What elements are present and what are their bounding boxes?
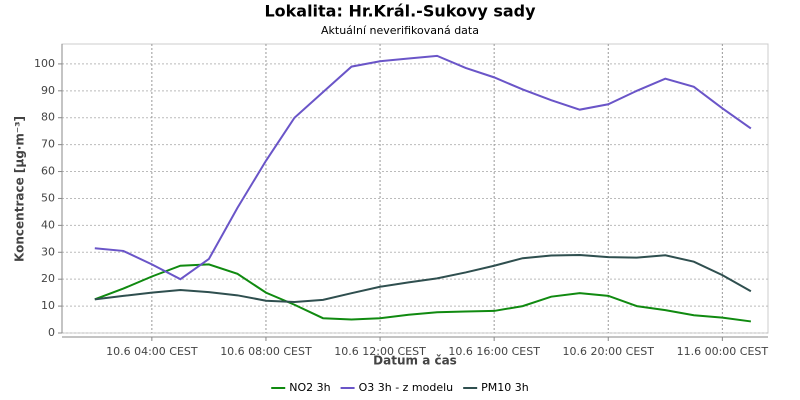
- legend-label: NO2 3h: [289, 381, 330, 394]
- x-tick-label: 10.6 16:00 CEST: [448, 345, 540, 358]
- x-tick-label: 10.6 04:00 CEST: [106, 345, 198, 358]
- y-tick-label: 50: [41, 191, 55, 204]
- y-tick-label: 90: [41, 84, 55, 97]
- y-tick-label: 80: [41, 111, 55, 124]
- series-line: [94, 263, 752, 323]
- x-tick-label: 11.6 00:00 CEST: [677, 345, 769, 358]
- y-tick-label: 30: [41, 245, 55, 258]
- chart-title: Lokalita: Hr.Král.-Sukovy sady: [264, 2, 536, 21]
- chart-subtitle: Aktuální neverifikovaná data: [321, 24, 479, 37]
- x-axis-label: Datum a čas: [373, 354, 457, 368]
- legend-label: PM10 3h: [481, 381, 529, 394]
- legend-label: O3 3h - z modelu: [359, 381, 454, 394]
- plot-area: [61, 43, 769, 334]
- y-tick-label: 60: [41, 165, 55, 178]
- y-tick-label: 70: [41, 138, 55, 151]
- y-tick-label: 100: [34, 57, 55, 70]
- x-tick-label: 10.6 12:00 CEST: [334, 345, 426, 358]
- series-line: [94, 253, 752, 304]
- y-tick-label: 10: [41, 299, 55, 312]
- series-line: [94, 54, 752, 281]
- x-tick-label: 10.6 08:00 CEST: [220, 345, 312, 358]
- x-tick-label: 10.6 20:00 CEST: [562, 345, 654, 358]
- y-axis-label: Koncentrace [µg·m⁻³]: [13, 116, 27, 262]
- y-tick-label: 20: [41, 272, 55, 285]
- y-tick-label: 40: [41, 218, 55, 231]
- y-tick-label: 0: [48, 326, 55, 339]
